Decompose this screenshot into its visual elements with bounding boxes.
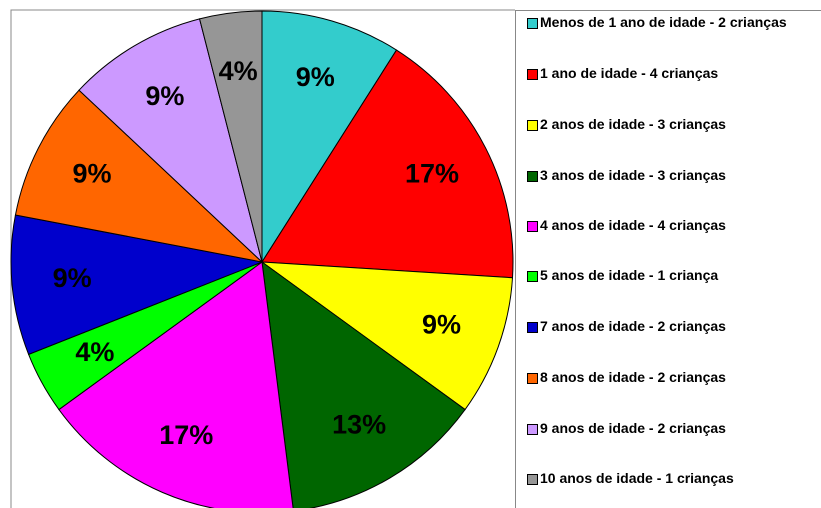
slice-label: 9% <box>53 263 92 293</box>
legend-label: 10 anos de idade - 1 crianças <box>540 470 734 486</box>
legend-swatch <box>527 18 538 29</box>
pie-area: 9% 17% 9% 13% 17% 4% 9% 9% 9% 4% <box>10 9 515 508</box>
slice-label: 17% <box>405 159 459 189</box>
legend-swatch <box>527 171 538 182</box>
pie-slice <box>260 261 514 411</box>
legend-item: 1 ano de idade - 4 crianças <box>527 66 802 81</box>
legend-swatch <box>527 120 538 131</box>
legend-label: 3 anos de idade - 3 crianças <box>540 167 726 183</box>
pie-slice <box>58 261 294 508</box>
legend: Menos de 1 ano de idade - 2 crianças 1 an… <box>515 10 821 508</box>
legend-swatch <box>527 322 538 333</box>
legend-label: 5 anos de idade - 1 criança <box>540 267 719 283</box>
legend-swatch <box>527 474 538 485</box>
legend-item: 3 anos de idade - 3 crianças <box>527 168 802 183</box>
legend-label: 7 anos de idade - 2 crianças <box>540 318 726 334</box>
legend-label: 4 anos de idade - 4 crianças <box>540 217 726 233</box>
slice-label: 9% <box>145 81 184 111</box>
legend-item: 5 anos de idade - 1 criança <box>527 268 802 283</box>
legend-item: 8 anos de idade - 2 crianças <box>527 370 802 385</box>
slice-label: 13% <box>332 409 386 439</box>
legend-swatch <box>527 424 538 435</box>
slice-label: 17% <box>159 420 213 450</box>
legend-item: Menos de 1 ano de idade - 2 crianças <box>527 15 802 30</box>
pie-slice <box>261 49 514 279</box>
legend-item: 4 anos de idade - 4 crianças <box>527 218 802 233</box>
legend-label: 1 ano de idade - 4 crianças <box>540 65 719 81</box>
pie-slice <box>261 260 466 508</box>
legend-item: 2 anos de idade - 3 crianças <box>527 117 802 132</box>
pie-slice <box>14 89 264 263</box>
legend-label: 2 anos de idade - 3 crianças <box>540 116 726 132</box>
legend-swatch <box>527 373 538 384</box>
slice-label: 4% <box>75 337 114 367</box>
pie-slice <box>10 214 264 356</box>
legend-swatch <box>527 221 538 232</box>
legend-swatch <box>527 69 538 80</box>
slice-label: 9% <box>296 62 335 92</box>
legend-label: 8 anos de idade - 2 crianças <box>540 369 726 385</box>
pie-slice <box>261 10 398 264</box>
slice-label: 9% <box>73 159 112 189</box>
pie-slice <box>198 10 263 263</box>
slice-label: 4% <box>219 56 258 86</box>
slice-label: 9% <box>422 310 461 340</box>
pie-slice <box>78 18 263 264</box>
legend-label: 9 anos de idade - 2 crianças <box>540 420 726 436</box>
legend-item: 7 anos de idade - 2 crianças <box>527 319 802 334</box>
legend-item: 10 anos de idade - 1 crianças <box>527 471 802 486</box>
legend-label: Menos de 1 ano de idade - 2 crianças <box>540 14 787 30</box>
legend-item: 9 anos de idade - 2 crianças <box>527 421 802 436</box>
legend-swatch <box>527 271 538 282</box>
